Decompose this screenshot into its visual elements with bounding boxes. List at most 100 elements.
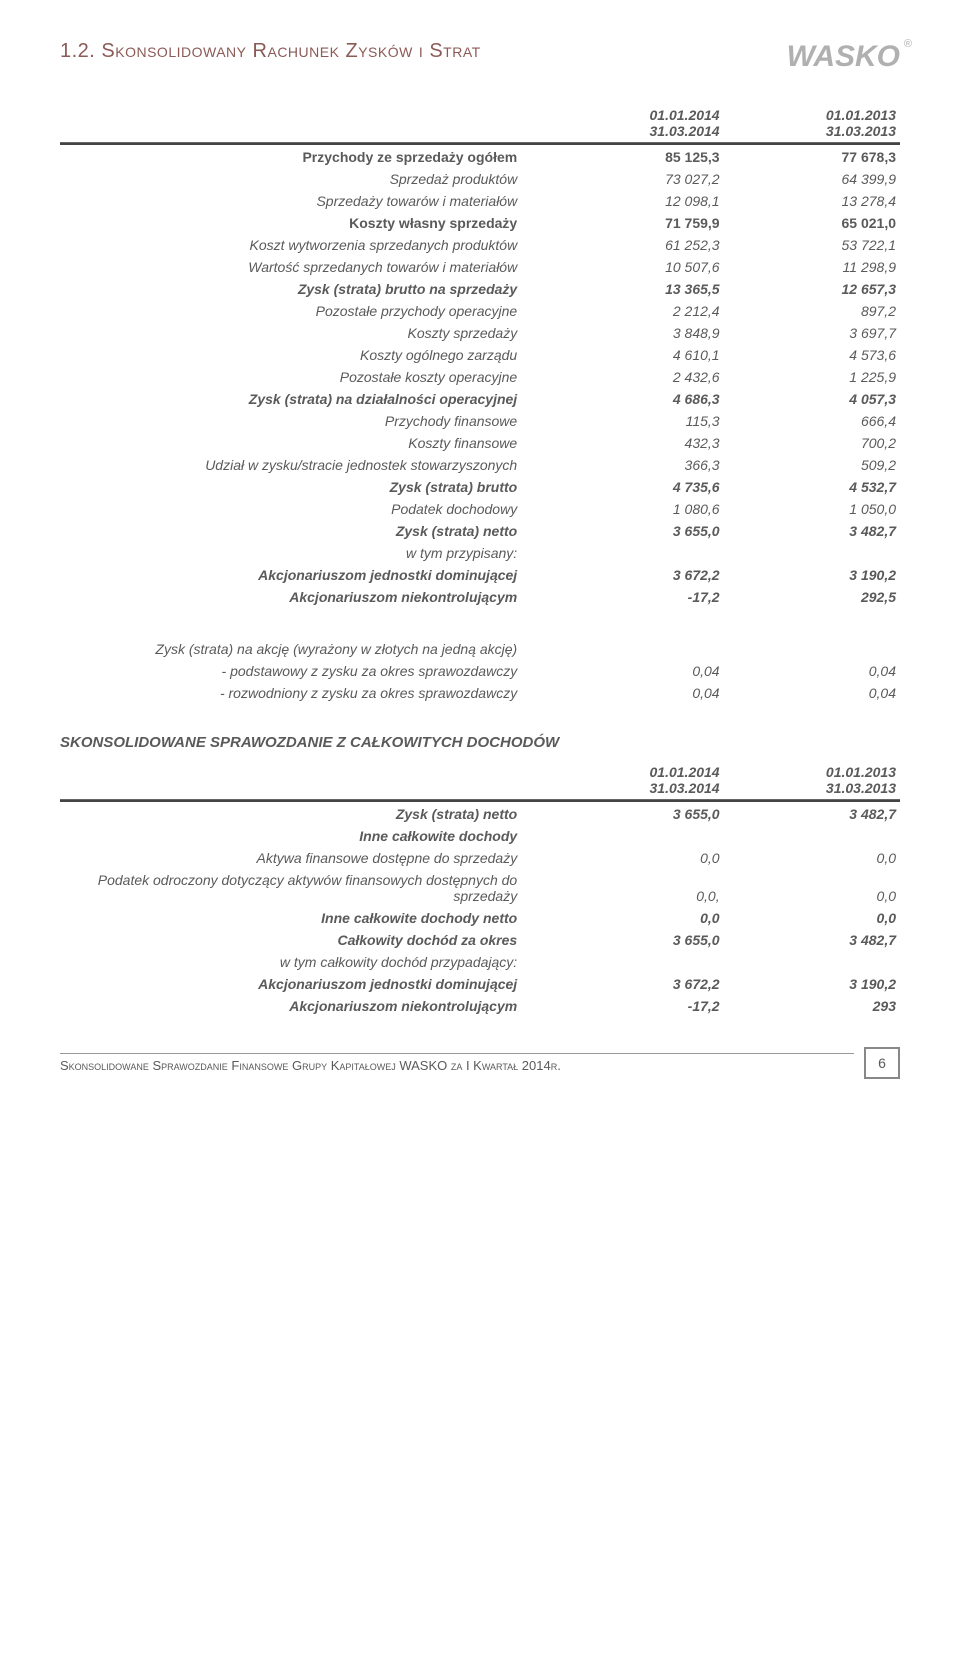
row-value-1: 0,04 bbox=[547, 660, 723, 682]
row-value-2: 3 482,7 bbox=[724, 520, 900, 542]
comprehensive-income-table: 01.01.2014 31.03.2014 01.01.2013 31.03.2… bbox=[60, 761, 900, 1017]
table-row: - rozwodniony z zysku za okres sprawozda… bbox=[60, 682, 900, 704]
row-label: Całkowity dochód za okres bbox=[60, 929, 547, 951]
table-row: Sprzedaż produktów73 027,264 399,9 bbox=[60, 168, 900, 190]
row-label: Inne całkowite dochody bbox=[60, 825, 547, 847]
table-row: Całkowity dochód za okres3 655,03 482,7 bbox=[60, 929, 900, 951]
table-row: Akcjonariuszom jednostki dominującej3 67… bbox=[60, 973, 900, 995]
row-value-1: 85 125,3 bbox=[547, 146, 723, 168]
eps-heading: Zysk (strata) na akcję (wyrażony w złoty… bbox=[60, 638, 547, 660]
table-row: Pozostałe przychody operacyjne2 212,4897… bbox=[60, 300, 900, 322]
row-value-2: 3 190,2 bbox=[724, 973, 900, 995]
row-value-2: 0,04 bbox=[724, 660, 900, 682]
row-value-2: 3 482,7 bbox=[724, 803, 900, 825]
row-value-2: 3 697,7 bbox=[724, 322, 900, 344]
row-value-1: 0,0, bbox=[547, 869, 723, 907]
table-row: Przychody finansowe115,3666,4 bbox=[60, 410, 900, 432]
period1b-line2: 31.03.2014 bbox=[650, 780, 720, 796]
comprehensive-income-title: SKONSOLIDOWANE SPRAWOZDANIE Z CAŁKOWITYC… bbox=[60, 734, 900, 751]
period1-line2: 31.03.2014 bbox=[650, 123, 720, 139]
row-value-1: 2 212,4 bbox=[547, 300, 723, 322]
period-header-row: 01.01.2014 31.03.2014 01.01.2013 31.03.2… bbox=[60, 104, 900, 143]
row-value-2: 0,0 bbox=[724, 869, 900, 907]
row-label: Sprzedaż produktów bbox=[60, 168, 547, 190]
table-row: Akcjonariuszom jednostki dominującej3 67… bbox=[60, 564, 900, 586]
row-label: Przychody finansowe bbox=[60, 410, 547, 432]
row-value-1: 12 098,1 bbox=[547, 190, 723, 212]
row-value-2: 0,0 bbox=[724, 907, 900, 929]
row-value-1: -17,2 bbox=[547, 995, 723, 1017]
row-value-2: 700,2 bbox=[724, 432, 900, 454]
eps-table: Zysk (strata) na akcję (wyrażony w złoty… bbox=[60, 638, 900, 704]
row-value-1: 432,3 bbox=[547, 432, 723, 454]
row-value-2: 64 399,9 bbox=[724, 168, 900, 190]
row-label: - rozwodniony z zysku za okres sprawozda… bbox=[60, 682, 547, 704]
row-value-1: 1 080,6 bbox=[547, 498, 723, 520]
table-row: Inne całkowite dochody bbox=[60, 825, 900, 847]
table-row: Zysk (strata) netto3 655,03 482,7 bbox=[60, 520, 900, 542]
row-value-1: -17,2 bbox=[547, 586, 723, 608]
row-value-2: 0,0 bbox=[724, 847, 900, 869]
row-label: Koszty finansowe bbox=[60, 432, 547, 454]
row-value-2: 13 278,4 bbox=[724, 190, 900, 212]
row-value-1 bbox=[547, 542, 723, 564]
row-label: Koszty sprzedaży bbox=[60, 322, 547, 344]
table-row: - podstawowy z zysku za okres sprawozdaw… bbox=[60, 660, 900, 682]
table-row: Udział w zysku/stracie jednostek stowarz… bbox=[60, 454, 900, 476]
row-label: Koszty własny sprzedaży bbox=[60, 212, 547, 234]
period1-line1: 01.01.2014 bbox=[650, 107, 720, 123]
row-value-2: 53 722,1 bbox=[724, 234, 900, 256]
row-label: Inne całkowite dochody netto bbox=[60, 907, 547, 929]
row-value-1: 2 432,6 bbox=[547, 366, 723, 388]
table-row: Zysk (strata) na działalności operacyjne… bbox=[60, 388, 900, 410]
table-row: Zysk (strata) netto3 655,03 482,7 bbox=[60, 803, 900, 825]
row-label: Koszty ogólnego zarządu bbox=[60, 344, 547, 366]
row-value-2: 1 225,9 bbox=[724, 366, 900, 388]
table-row: Zysk (strata) brutto na sprzedaży13 365,… bbox=[60, 278, 900, 300]
row-value-2: 0,04 bbox=[724, 682, 900, 704]
table-row: Koszty własny sprzedaży71 759,965 021,0 bbox=[60, 212, 900, 234]
table-row: Podatek odroczony dotyczący aktywów fina… bbox=[60, 869, 900, 907]
table-row: Koszty finansowe432,3700,2 bbox=[60, 432, 900, 454]
row-label: Podatek odroczony dotyczący aktywów fina… bbox=[60, 869, 547, 907]
row-value-2: 4 573,6 bbox=[724, 344, 900, 366]
row-value-2: 65 021,0 bbox=[724, 212, 900, 234]
table-row: Podatek dochodowy1 080,61 050,0 bbox=[60, 498, 900, 520]
row-value-1: 10 507,6 bbox=[547, 256, 723, 278]
row-label: Akcjonariuszom niekontrolującym bbox=[60, 586, 547, 608]
row-value-1 bbox=[547, 951, 723, 973]
row-value-2: 666,4 bbox=[724, 410, 900, 432]
row-label: Przychody ze sprzedaży ogółem bbox=[60, 146, 547, 168]
table-row: Koszty sprzedaży3 848,93 697,7 bbox=[60, 322, 900, 344]
row-value-1: 3 655,0 bbox=[547, 520, 723, 542]
row-label: Akcjonariuszom jednostki dominującej bbox=[60, 564, 547, 586]
footer-text: Skonsolidowane Sprawozdanie Finansowe Gr… bbox=[60, 1053, 854, 1073]
wasko-logo: WASKO bbox=[787, 40, 900, 74]
row-label: w tym całkowity dochód przypadający: bbox=[60, 951, 547, 973]
row-value-2: 77 678,3 bbox=[724, 146, 900, 168]
row-value-2: 3 482,7 bbox=[724, 929, 900, 951]
row-label: Zysk (strata) brutto na sprzedaży bbox=[60, 278, 547, 300]
row-value-2: 12 657,3 bbox=[724, 278, 900, 300]
page-footer: Skonsolidowane Sprawozdanie Finansowe Gr… bbox=[60, 1047, 900, 1079]
row-label: w tym przypisany: bbox=[60, 542, 547, 564]
row-value-1: 0,04 bbox=[547, 682, 723, 704]
table-row: Sprzedaży towarów i materiałów12 098,113… bbox=[60, 190, 900, 212]
row-value-1 bbox=[547, 825, 723, 847]
row-value-1: 0,0 bbox=[547, 907, 723, 929]
row-value-1: 4 735,6 bbox=[547, 476, 723, 498]
row-value-1: 73 027,2 bbox=[547, 168, 723, 190]
table-row: Pozostałe koszty operacyjne2 432,61 225,… bbox=[60, 366, 900, 388]
row-value-2: 4 057,3 bbox=[724, 388, 900, 410]
row-label: - podstawowy z zysku za okres sprawozdaw… bbox=[60, 660, 547, 682]
row-label: Aktywa finansowe dostępne do sprzedaży bbox=[60, 847, 547, 869]
row-value-2 bbox=[724, 542, 900, 564]
row-value-1: 366,3 bbox=[547, 454, 723, 476]
row-value-2: 897,2 bbox=[724, 300, 900, 322]
eps-heading-row: Zysk (strata) na akcję (wyrażony w złoty… bbox=[60, 638, 900, 660]
row-label: Pozostałe koszty operacyjne bbox=[60, 366, 547, 388]
table-row: Koszty ogólnego zarządu4 610,14 573,6 bbox=[60, 344, 900, 366]
row-value-1: 115,3 bbox=[547, 410, 723, 432]
row-label: Podatek dochodowy bbox=[60, 498, 547, 520]
table-row: Przychody ze sprzedaży ogółem85 125,377 … bbox=[60, 146, 900, 168]
